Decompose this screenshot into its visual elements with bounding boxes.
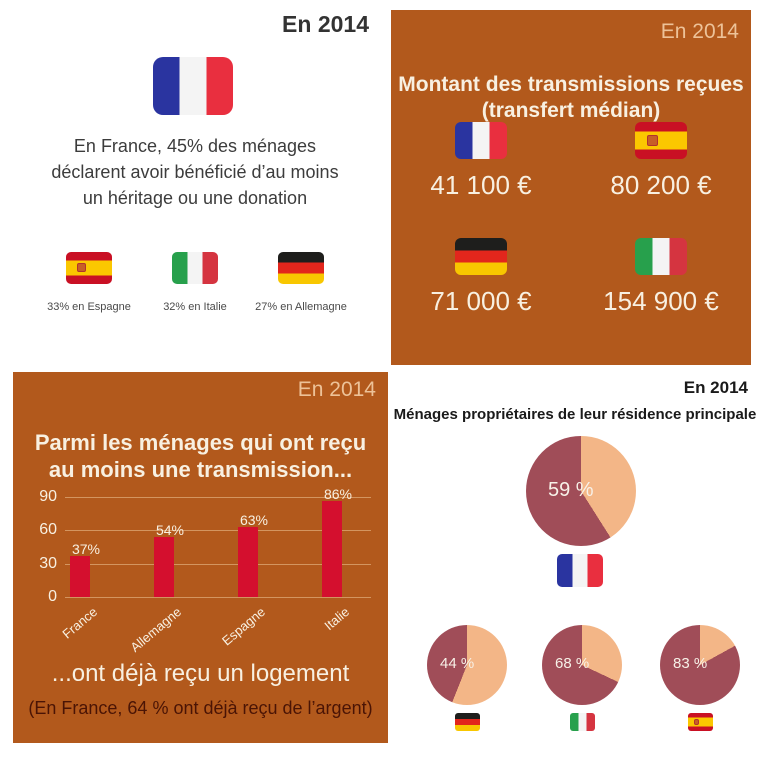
- pie-chart-italy: 68 %: [542, 625, 622, 705]
- x-axis-label: Italie: [320, 604, 352, 634]
- pie-chart-france: 59 %: [526, 436, 636, 546]
- gridline: [65, 530, 371, 532]
- amount-value: 41 100 €: [430, 170, 532, 200]
- bar-value-label: 54%: [155, 522, 185, 538]
- pie-value-label: 44 %: [440, 655, 475, 672]
- panel-transmission-amounts: En 2014 Montant des transmissions reçues…: [391, 10, 751, 365]
- x-axis-label: Espagne: [218, 604, 268, 649]
- x-axis-label: Allemagne: [126, 604, 184, 655]
- bar: [238, 527, 258, 597]
- y-tick-label: 30: [39, 554, 57, 572]
- year-label: En 2014: [660, 20, 739, 43]
- spain-flag-icon: [635, 122, 687, 159]
- bar-chart: 0 30 60 90 37% France 54% Allemagne 63% Espagne 86…: [39, 486, 371, 655]
- pie-value-label: 59 %: [548, 479, 594, 501]
- pie-value-label: 83 %: [673, 655, 708, 672]
- pie-value-label: 68 %: [555, 655, 590, 672]
- bar-value-label: 63%: [239, 512, 269, 528]
- italy-flag-icon: [172, 252, 218, 284]
- gridline: [65, 563, 371, 565]
- chart-note: (En France, 64 % ont déjà reçu de l’arge…: [28, 698, 373, 718]
- stat-cell-germany: 27% en Allemagne: [248, 252, 354, 313]
- amounts-grid: 41 100 € 80 200 € 71 000 € 154 900 €: [391, 122, 751, 338]
- gridline: [65, 497, 371, 498]
- y-tick-label: 90: [39, 488, 57, 505]
- chart-subtitle: ...ont déjà reçu un logement: [51, 660, 350, 687]
- panel-title: Parmi les ménages qui ont reçu au moins …: [34, 430, 367, 482]
- stat-caption: 32% en Italie: [163, 301, 227, 313]
- country-stats-row: 33% en Espagne 32% en Italie 27% en Alle…: [0, 252, 390, 313]
- panel-title: Montant des transmissions reçues (transf…: [398, 73, 744, 123]
- bar: [70, 555, 90, 597]
- panel-homeowners: En 2014 Ménages propriétaires de leur ré…: [390, 370, 760, 760]
- year-label: En 2014: [282, 11, 369, 37]
- amount-value: 154 900 €: [603, 286, 719, 316]
- gridline: [65, 597, 371, 598]
- y-tick-label: 0: [48, 588, 57, 605]
- germany-flag-icon: [278, 252, 324, 284]
- italy-flag-icon: [635, 238, 687, 275]
- germany-flag-icon: [454, 713, 480, 731]
- france-flag-icon: [153, 57, 233, 115]
- bar-value-label: 86%: [323, 486, 353, 503]
- pie-cell-spain: 83 %: [650, 625, 750, 731]
- panel-received-housing: En 2014 Parmi les ménages qui ont reçu a…: [13, 372, 388, 743]
- france-flag-icon: [455, 122, 507, 159]
- y-tick-label: 60: [39, 521, 57, 539]
- stat-caption: 27% en Allemagne: [255, 301, 347, 313]
- bar: [154, 537, 174, 597]
- bar-value-label: 37%: [71, 540, 101, 557]
- panel-title: Ménages propriétaires de leur résidence …: [393, 406, 757, 423]
- amount-cell-germany: 71 000 €: [391, 238, 571, 338]
- amount-cell-france: 41 100 €: [391, 122, 571, 222]
- pie-chart-spain: 83 %: [660, 625, 740, 705]
- france-flag-icon: [557, 554, 603, 587]
- stat-caption: 33% en Espagne: [47, 301, 131, 313]
- x-axis-label: France: [58, 604, 100, 642]
- stat-cell-italy: 32% en Italie: [142, 252, 248, 313]
- pie-cell-germany: 44 %: [417, 625, 517, 731]
- pie-cell-italy: 68 %: [532, 625, 632, 731]
- italy-flag-icon: [569, 713, 595, 731]
- amount-cell-italy: 154 900 €: [571, 238, 751, 338]
- spain-flag-icon: [687, 713, 713, 731]
- stat-cell-spain: 33% en Espagne: [36, 252, 142, 313]
- amount-value: 80 200 €: [610, 170, 712, 200]
- germany-flag-icon: [455, 238, 507, 275]
- year-label: En 2014: [683, 378, 748, 397]
- panel-heritage-share: En 2014 En France, 45% des ménages décla…: [0, 0, 390, 370]
- year-label: En 2014: [297, 378, 376, 401]
- spain-flag-icon: [66, 252, 112, 284]
- headline-text: En France, 45% des ménages déclarent avo…: [51, 136, 339, 209]
- amount-value: 71 000 €: [430, 286, 532, 316]
- amount-cell-spain: 80 200 €: [571, 122, 751, 222]
- bar: [322, 501, 342, 597]
- pie-chart-germany: 44 %: [427, 625, 507, 705]
